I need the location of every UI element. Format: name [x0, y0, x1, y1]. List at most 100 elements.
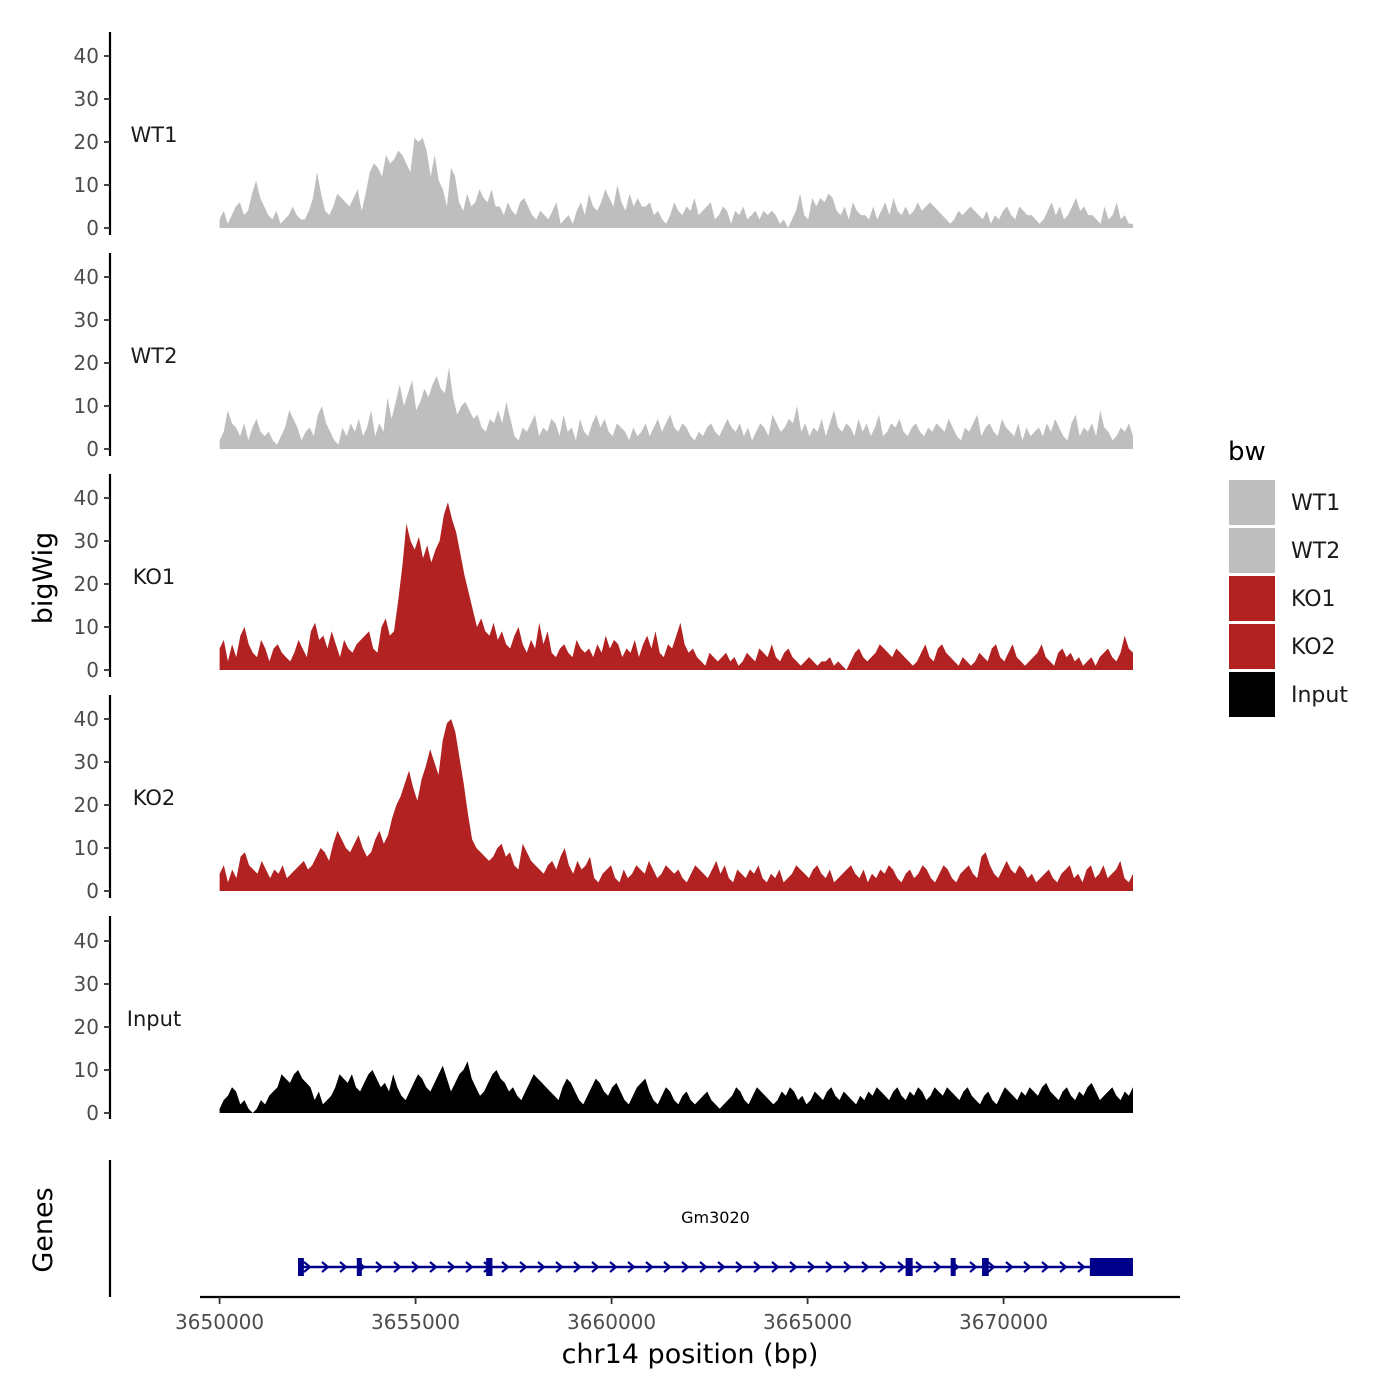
strand-arrow: [843, 1261, 852, 1273]
strand-arrow: [681, 1261, 690, 1273]
strand-arrow: [1005, 1261, 1014, 1273]
gene-exon: [905, 1258, 913, 1276]
strand-arrow: [735, 1261, 744, 1273]
y-tick-label: 20: [74, 130, 99, 154]
strand-arrow: [969, 1261, 978, 1273]
strand-arrow: [537, 1261, 546, 1273]
y-tick-label: 10: [74, 615, 99, 639]
y-tick-label: 0: [86, 658, 99, 682]
strand-arrow: [375, 1261, 384, 1273]
gene-label: Gm3020: [681, 1208, 750, 1227]
strand-arrow: [807, 1261, 816, 1273]
strand-arrow: [411, 1261, 420, 1273]
legend-key-ko2: [1229, 624, 1275, 669]
strand-arrow: [573, 1261, 582, 1273]
track-ko1: 0 10 20 30 40 KO1: [74, 474, 1134, 682]
y-tick-label: 30: [74, 529, 99, 553]
y-tick-label: 0: [86, 437, 99, 461]
strand-arrow: [321, 1261, 330, 1273]
strand-arrow: [519, 1261, 528, 1273]
strand-arrow: [915, 1261, 924, 1273]
legend-label-ko2: KO2: [1291, 635, 1336, 660]
y-tick-label: 0: [86, 216, 99, 240]
x-tick-label: 3655000: [371, 1310, 460, 1334]
x-tick-label: 3665000: [763, 1310, 852, 1334]
signal-area-input: [219, 1061, 1134, 1113]
gene-exon: [982, 1258, 989, 1276]
strand-arrow: [645, 1261, 654, 1273]
track-label: Input: [127, 1007, 181, 1031]
strand-arrow: [501, 1261, 510, 1273]
y-tick-label: 0: [86, 1101, 99, 1125]
y-tick-label: 40: [74, 265, 99, 289]
gene-exon: [298, 1258, 304, 1276]
legend-label-wt1: WT1: [1291, 491, 1340, 516]
strand-arrow: [699, 1261, 708, 1273]
genes-panel: Gm3020: [108, 1160, 1133, 1297]
legend-key-wt2: [1229, 528, 1275, 573]
track-label: KO1: [133, 565, 176, 589]
y-tick-label: 10: [74, 173, 99, 197]
x-axis-title: chr14 position (bp): [562, 1339, 819, 1370]
strand-arrow: [861, 1261, 870, 1273]
strand-arrow: [393, 1261, 402, 1273]
y-tick-label: 20: [74, 572, 99, 596]
y-tick-label: 30: [74, 972, 99, 996]
x-tick-label: 3660000: [567, 1310, 656, 1334]
x-tick-label: 3670000: [959, 1310, 1048, 1334]
gene-exon: [950, 1258, 956, 1276]
x-axis: 3650000 3655000 3660000 3665000 3670000: [175, 1295, 1180, 1334]
signal-area-wt2: [219, 367, 1134, 449]
legend-label-wt2: WT2: [1291, 539, 1340, 564]
strand-arrow: [303, 1261, 312, 1273]
strand-arrow: [897, 1261, 906, 1273]
strand-arrow: [717, 1261, 726, 1273]
signal-area-ko2: [219, 719, 1134, 891]
legend-key-input: [1229, 672, 1275, 717]
strand-arrow: [771, 1261, 780, 1273]
strand-arrow: [339, 1261, 348, 1273]
y-tick-label: 30: [74, 308, 99, 332]
y-tick-label: 40: [74, 486, 99, 510]
track-wt1: 0 10 20 30 40 WT1: [74, 32, 1134, 240]
y-tick-label: 20: [74, 1015, 99, 1039]
strand-arrow: [879, 1261, 888, 1273]
strand-arrow: [825, 1261, 834, 1273]
strand-arrow: [987, 1261, 996, 1273]
track-label: KO2: [133, 786, 176, 810]
strand-arrow: [1077, 1261, 1086, 1273]
y-tick-label: 40: [74, 929, 99, 953]
bigwig-tracks: 0 10 20 30 40 WT1 0 10 20 30 40 WT2 0 10 20 30 40 KO1 0 10 2…: [74, 32, 1134, 1125]
y-tick-label: 30: [74, 87, 99, 111]
signal-area-wt1: [219, 137, 1134, 228]
strand-arrow: [627, 1261, 636, 1273]
strand-arrow: [789, 1261, 798, 1273]
strand-arrow: [1023, 1261, 1032, 1273]
gene-exon: [486, 1258, 493, 1276]
strand-arrow: [465, 1261, 474, 1273]
y-tick-label: 10: [74, 394, 99, 418]
strand-arrow: [555, 1261, 564, 1273]
legend: bw WT1 WT2 KO1 KO2 Input: [1228, 437, 1348, 717]
legend-label-ko1: KO1: [1291, 587, 1336, 612]
strand-arrow: [753, 1261, 762, 1273]
track-label: WT1: [131, 123, 178, 147]
y-tick-label: 10: [74, 836, 99, 860]
strand-arrow: [447, 1261, 456, 1273]
strand-arrow: [1059, 1261, 1068, 1273]
x-tick-label: 3650000: [175, 1310, 264, 1334]
strand-arrow: [429, 1261, 438, 1273]
strand-arrow: [609, 1261, 618, 1273]
y-tick-label: 40: [74, 44, 99, 68]
signal-area-ko1: [219, 502, 1134, 670]
gene-exon: [356, 1258, 362, 1276]
legend-key-wt1: [1229, 480, 1275, 525]
gene-exon: [1089, 1258, 1133, 1276]
y-axis-title: bigWig: [28, 532, 59, 625]
strand-arrow: [663, 1261, 672, 1273]
strand-arrow: [1041, 1261, 1050, 1273]
track-label: WT2: [131, 344, 178, 368]
y-tick-label: 10: [74, 1058, 99, 1082]
track-input: 0 10 20 30 40 Input: [74, 916, 1134, 1125]
